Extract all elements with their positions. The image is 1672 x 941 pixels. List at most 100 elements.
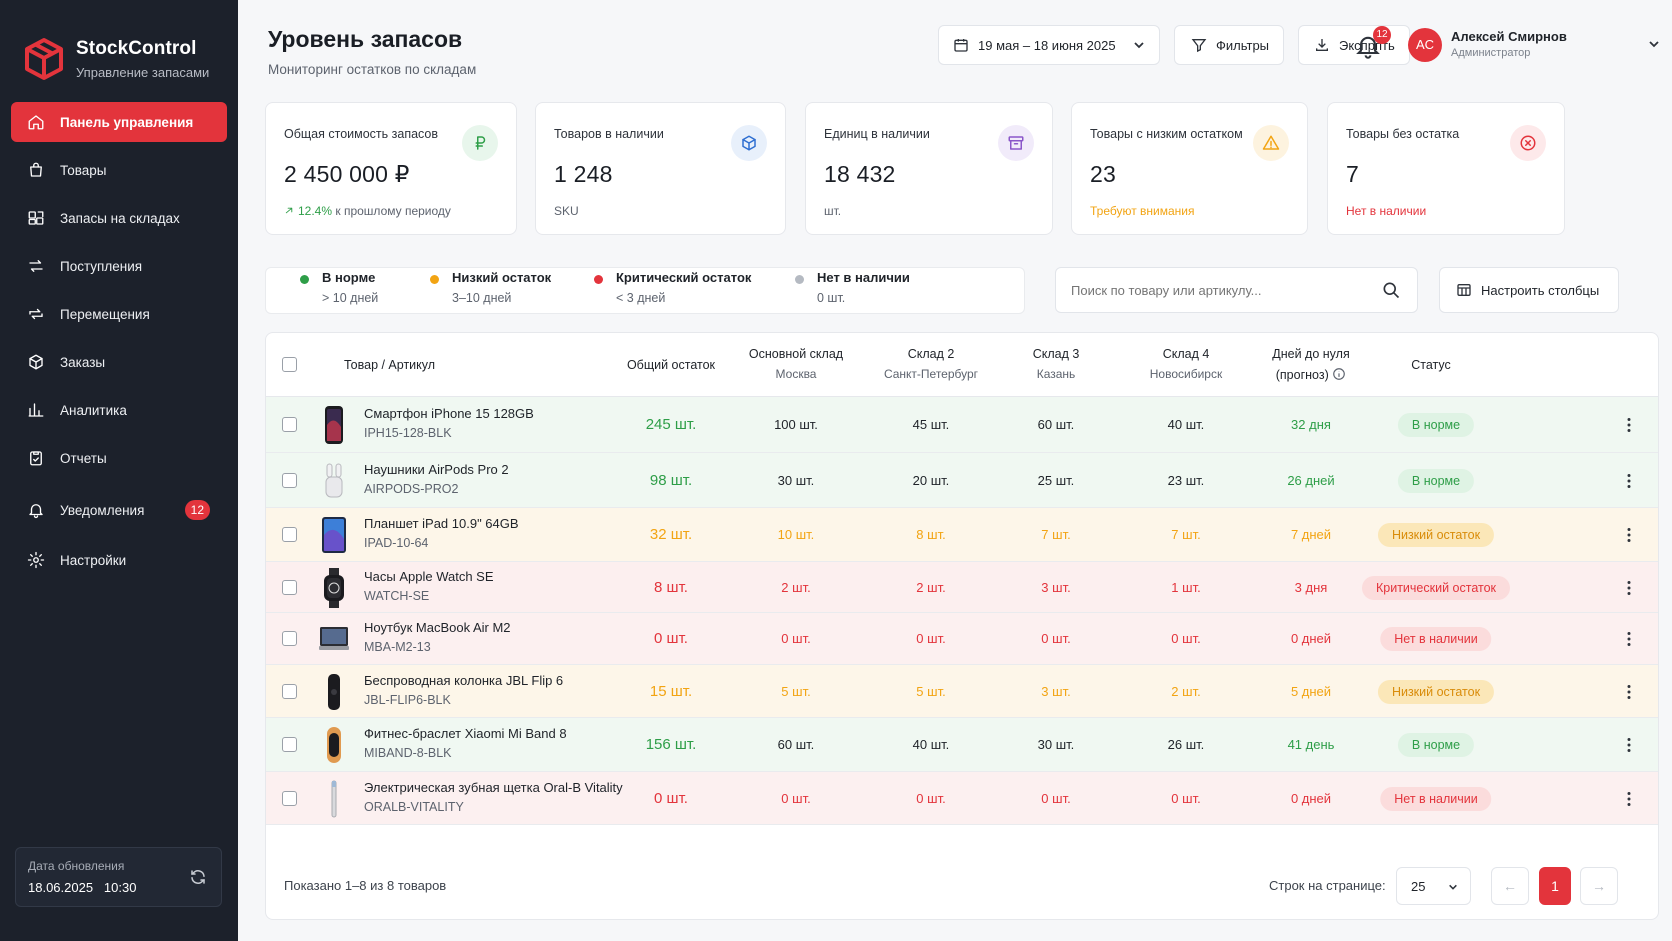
row-actions-kebab-icon[interactable] bbox=[1626, 791, 1632, 807]
chevron-down-icon bbox=[1134, 42, 1144, 49]
notifications-bell-icon[interactable] bbox=[1354, 32, 1382, 60]
row-checkbox[interactable] bbox=[282, 790, 297, 806]
kpi-card-total-value[interactable]: Общая стоимость запасов 2 450 000 ₽ 12.4% … bbox=[265, 102, 517, 235]
row-checkbox[interactable] bbox=[282, 579, 297, 595]
col-product[interactable]: Товар / Артикул bbox=[344, 358, 436, 372]
user-role: Администратор bbox=[1451, 47, 1531, 59]
sidebar-item-notifications[interactable]: Уведомления 12 bbox=[11, 490, 227, 530]
date-range-picker[interactable]: 19 мая – 18 июня 2025 bbox=[938, 25, 1160, 65]
kpi-value: 18 432 bbox=[824, 161, 896, 187]
days-to-zero: 5 дней bbox=[1290, 683, 1332, 699]
col-status[interactable]: Статус bbox=[1411, 358, 1451, 372]
table-row[interactable]: Электрическая зубная щетка Oral-B Vitali… bbox=[266, 772, 1658, 825]
product-name[interactable]: Ноутбук MacBook Air M2 bbox=[364, 620, 511, 635]
refresh-icon[interactable] bbox=[189, 868, 207, 886]
table-row[interactable]: Наушники AirPods Pro 2 AIRPODS-PRO2 98 шт.… bbox=[266, 453, 1658, 508]
sidebar-item-products[interactable]: Товары bbox=[11, 150, 227, 190]
row-checkbox[interactable] bbox=[282, 472, 297, 488]
sidebar-item-transfers[interactable]: Перемещения bbox=[11, 294, 227, 334]
cube-icon bbox=[742, 135, 756, 151]
col-warehouse-4[interactable]: Склад 4 Новосибирск bbox=[1126, 347, 1246, 381]
row-actions-kebab-icon[interactable] bbox=[1626, 527, 1632, 543]
kpi-subtext: SKU bbox=[554, 204, 579, 218]
search-icon[interactable] bbox=[1381, 280, 1401, 300]
rows-per-page-select[interactable]: 25 bbox=[1396, 867, 1471, 905]
product-sku: JBL-FLIP6-BLK bbox=[364, 692, 451, 707]
product-name[interactable]: Беспроводная колонка JBL Flip 6 bbox=[364, 672, 564, 688]
kpi-subtext: шт. bbox=[824, 204, 842, 218]
info-icon[interactable] bbox=[1332, 367, 1346, 381]
select-all-checkbox[interactable] bbox=[282, 357, 297, 372]
col-main-warehouse[interactable]: Основной склад Москва bbox=[736, 347, 856, 381]
col-warehouse-2[interactable]: Склад 2 Санкт-Петербург bbox=[871, 347, 991, 381]
row-actions-kebab-icon[interactable] bbox=[1626, 631, 1632, 647]
row-checkbox[interactable] bbox=[282, 737, 297, 752]
kpi-card-products-in-stock[interactable]: Товаров в наличии 1 248 SKU bbox=[535, 102, 786, 235]
sidebar-item-dashboard[interactable]: Панель управления bbox=[11, 102, 227, 142]
stock-warehouse-4: 40 шт. bbox=[1167, 417, 1205, 432]
row-actions-kebab-icon[interactable] bbox=[1626, 737, 1632, 753]
row-checkbox[interactable] bbox=[282, 417, 297, 432]
product-name[interactable]: Наушники AirPods Pro 2 bbox=[364, 461, 509, 477]
search-input[interactable] bbox=[1055, 267, 1418, 313]
row-actions-kebab-icon[interactable] bbox=[1626, 580, 1632, 596]
table-row[interactable]: Смартфон iPhone 15 128GB IPH15-128-BLK 245… bbox=[266, 397, 1658, 453]
sidebar: StockControl Управление запасами Панель … bbox=[0, 0, 238, 941]
stock-warehouse-2: 0 шт. bbox=[916, 790, 946, 806]
chevron-down-icon bbox=[1449, 884, 1457, 890]
status-badge: В норме bbox=[1397, 733, 1475, 757]
row-checkbox[interactable] bbox=[282, 683, 297, 699]
row-actions-kebab-icon[interactable] bbox=[1626, 417, 1632, 433]
col-w2-title: Склад 2 bbox=[907, 347, 955, 361]
sidebar-item-receipts[interactable]: Поступления bbox=[11, 246, 227, 286]
sidebar-item-warehouse-stock[interactable]: Запасы на складах bbox=[11, 198, 227, 238]
columns-icon bbox=[1457, 284, 1471, 296]
kpi-card-low-stock[interactable]: Товары с низким остатком 23 Требуют вниман… bbox=[1071, 102, 1308, 235]
row-checkbox[interactable] bbox=[282, 631, 297, 646]
table-row[interactable]: Часы Apple Watch SE WATCH-SE 8 шт. 2 шт. 2 ш… bbox=[266, 562, 1658, 613]
configure-columns-button[interactable]: Настроить столбцы bbox=[1439, 267, 1619, 313]
product-name[interactable]: Планшет iPad 10.9" 64GB bbox=[364, 516, 519, 531]
stock-warehouse-3: 3 шт. bbox=[1041, 579, 1071, 595]
prev-page-button[interactable]: ← bbox=[1491, 867, 1529, 905]
product-name[interactable]: Электрическая зубная щетка Oral-B Vitali… bbox=[364, 779, 623, 795]
kpi-card-out-of-stock[interactable]: Товары без остатка 7 Нет в наличии bbox=[1327, 102, 1565, 235]
days-to-zero: 3 дня bbox=[1294, 579, 1328, 595]
product-name[interactable]: Фитнес-браслет Xiaomi Mi Band 8 bbox=[364, 726, 567, 741]
product-name[interactable]: Смартфон iPhone 15 128GB bbox=[364, 406, 534, 421]
col-days-to-zero[interactable]: Дней до нуля (прогноз) bbox=[1251, 347, 1371, 382]
earbuds-thumb bbox=[325, 463, 343, 497]
table-row[interactable]: Планшет iPad 10.9" 64GB IPAD-10-64 32 шт. 1… bbox=[266, 508, 1658, 562]
filters-button[interactable]: Фильтры bbox=[1174, 25, 1284, 65]
sidebar-item-reports[interactable]: Отчеты bbox=[11, 438, 227, 478]
toothbrush-thumb bbox=[331, 780, 337, 817]
user-menu-chevron-icon[interactable] bbox=[1648, 38, 1660, 50]
archive-icon bbox=[1008, 136, 1024, 150]
sidebar-item-settings[interactable]: Настройки bbox=[11, 540, 227, 580]
row-actions-kebab-icon[interactable] bbox=[1626, 473, 1632, 489]
kpi-card-units-in-stock[interactable]: Единиц в наличии 18 432 шт. bbox=[805, 102, 1053, 235]
table-row[interactable]: Ноутбук MacBook Air M2 MBA-M2-13 0 шт. 0 шт… bbox=[266, 613, 1658, 665]
page-1-button[interactable]: 1 bbox=[1539, 867, 1571, 905]
sidebar-item-orders[interactable]: Заказы bbox=[11, 342, 227, 382]
stock-warehouse-3: 0 шт. bbox=[1041, 790, 1071, 806]
table-row[interactable]: Беспроводная колонка JBL Flip 6 JBL-FLIP6… bbox=[266, 665, 1658, 718]
export-button[interactable]: Экспрпть bbox=[1298, 25, 1410, 65]
user-name[interactable]: Алексей Смирнов bbox=[1451, 29, 1567, 44]
next-page-button[interactable]: → bbox=[1580, 867, 1618, 905]
legend-subtitle: > 10 дней bbox=[322, 291, 379, 305]
stock-warehouse-2: 2 шт. bbox=[916, 579, 946, 595]
row-actions-kebab-icon[interactable] bbox=[1626, 684, 1632, 700]
kpi-icon-badge bbox=[462, 125, 498, 161]
table-row[interactable]: Фитнес-браслет Xiaomi Mi Band 8 MIBAND-8-… bbox=[266, 718, 1658, 772]
status-badge: В норме bbox=[1397, 468, 1475, 493]
col-total[interactable]: Общий остаток bbox=[626, 358, 716, 372]
sidebar-item-analytics[interactable]: Аналитика bbox=[11, 390, 227, 430]
row-checkbox[interactable] bbox=[282, 527, 297, 542]
avatar[interactable]: AC bbox=[1408, 28, 1442, 62]
tablet-thumb bbox=[322, 517, 346, 553]
product-name[interactable]: Часы Apple Watch SE bbox=[364, 568, 494, 584]
brand[interactable]: StockControl Управление запасами bbox=[0, 0, 238, 96]
col-warehouse-3[interactable]: Склад 3 Казань bbox=[1006, 347, 1106, 381]
